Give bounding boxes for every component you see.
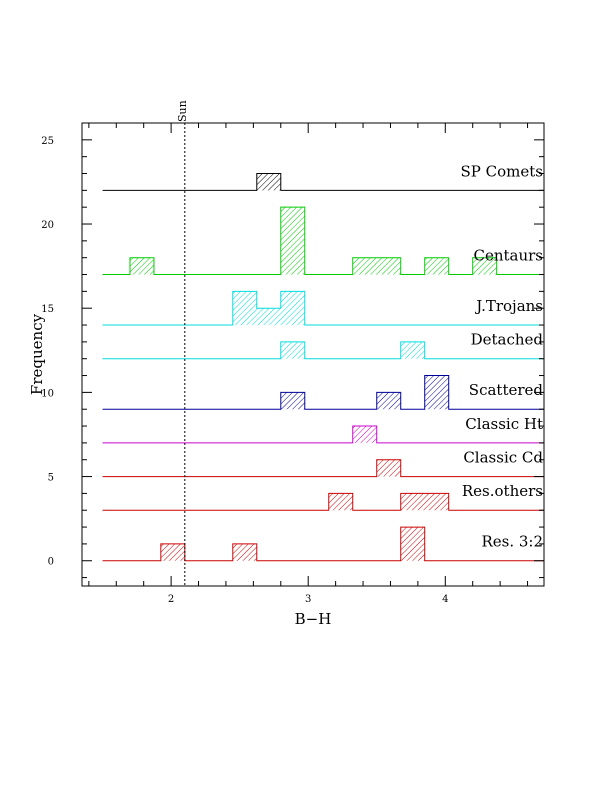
histogram-bar [424,375,449,410]
histogram-bar [400,493,449,511]
series-label: Res. 3:2 [481,533,543,551]
histogram-bar [328,493,353,511]
series-label: Res.others [462,482,543,500]
series-label: Centaurs [473,247,543,265]
histogram-bar [280,392,305,410]
series-classic-ht: Classic Ht [102,415,544,444]
y-tick-label: 10 [41,388,54,399]
histogram-bar [232,291,257,326]
histogram-bar [232,543,257,561]
histogram-bar [400,341,425,359]
series-res-3-2: Res. 3:2 [102,526,544,562]
series-outline [102,341,544,360]
histogram-bar [256,173,281,191]
y-tick-label: 20 [41,220,54,231]
series-sp-comets: SP Comets [102,162,544,191]
series-label: Scattered [469,381,544,399]
series-outline [102,375,544,410]
histogram-bar [472,257,497,275]
series-outline [102,290,544,326]
series-label: Detached [471,331,544,349]
series-label: Classic Ht [465,415,543,433]
histogram-bar [352,426,377,443]
histogram-bar [129,257,154,275]
y-axis-label: Frequency [28,313,46,395]
series-outline [102,492,544,511]
x-axis-label: B−H [295,610,332,628]
series-j-trojans: J.Trojans [102,290,544,326]
histogram-bar [256,308,281,326]
series-label: SP Comets [461,162,543,180]
series-centaurs: Centaurs [102,206,544,276]
axis-ticks: 2 3 4 0 5 10 15 20 25 [41,122,544,605]
series-res-others: Res.others [102,482,544,511]
y-tick-label: 15 [41,304,54,315]
series-outline [102,459,544,478]
histogram-bar [424,257,449,275]
series-scattered: Scattered [102,375,544,410]
series-outline [102,173,544,191]
sun-label: Sun [176,100,189,122]
y-tick-label: 5 [48,473,54,484]
x-tick-label: 2 [168,594,174,605]
histogram-bar [160,543,185,561]
histogram-bar [280,341,305,359]
y-tick-label: 0 [48,557,54,568]
y-tick-label: 25 [41,136,54,147]
x-tick-label: 4 [442,594,448,605]
histogram-bar [376,392,401,410]
series-outline [102,206,544,276]
series-outline [102,526,544,562]
series-label: J.Trojans [474,297,543,315]
series-layer: SP Comets Centaurs J.Trojans Detached Scatte… [102,162,544,562]
series-outline [102,425,544,444]
series-label: Classic Cd [463,449,543,467]
histogram-bar [376,459,401,477]
histogram-bar [280,207,305,275]
plot-frame [81,122,545,587]
series-detached: Detached [102,331,544,360]
histogram-bar [400,527,425,561]
x-tick-label: 3 [305,594,311,605]
histogram-bar [352,257,401,275]
histogram-bar [280,291,305,326]
series-classic-cd: Classic Cd [102,449,544,478]
